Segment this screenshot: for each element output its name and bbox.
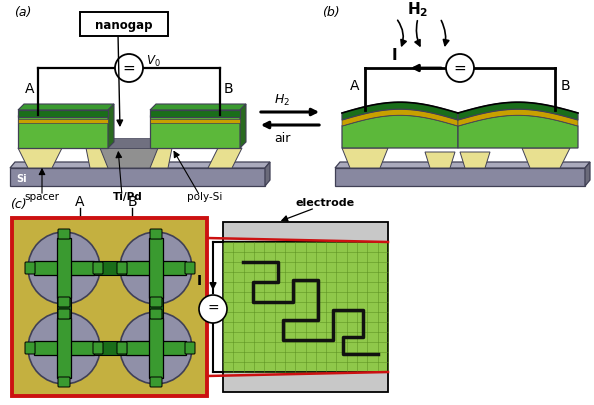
Polygon shape (335, 162, 590, 168)
Text: A: A (350, 79, 360, 93)
Circle shape (120, 232, 192, 304)
Text: Ti/Pd: Ti/Pd (113, 192, 143, 202)
FancyBboxPatch shape (80, 12, 168, 36)
Polygon shape (150, 115, 240, 148)
FancyBboxPatch shape (34, 341, 94, 355)
Polygon shape (208, 148, 242, 168)
Text: (b): (b) (322, 6, 340, 19)
Polygon shape (150, 110, 240, 117)
Text: A: A (26, 82, 35, 96)
Polygon shape (150, 104, 246, 110)
Circle shape (446, 54, 474, 82)
Polygon shape (240, 104, 246, 148)
Polygon shape (86, 148, 112, 168)
Polygon shape (458, 102, 578, 120)
FancyBboxPatch shape (126, 341, 186, 355)
Polygon shape (18, 104, 114, 110)
FancyBboxPatch shape (150, 229, 162, 239)
Polygon shape (18, 110, 108, 117)
FancyBboxPatch shape (93, 342, 103, 354)
Text: (a): (a) (14, 6, 31, 19)
FancyBboxPatch shape (58, 309, 70, 319)
Polygon shape (10, 168, 265, 186)
Polygon shape (460, 152, 490, 168)
Polygon shape (18, 148, 62, 168)
Text: (c): (c) (10, 198, 27, 211)
Text: electrode: electrode (295, 198, 355, 208)
Text: I: I (392, 48, 397, 63)
FancyBboxPatch shape (185, 262, 195, 274)
Text: I: I (197, 274, 201, 288)
FancyBboxPatch shape (150, 309, 162, 319)
Polygon shape (100, 148, 158, 168)
FancyBboxPatch shape (12, 218, 207, 396)
Text: air: air (274, 132, 290, 145)
Text: B: B (127, 195, 137, 209)
FancyBboxPatch shape (223, 242, 388, 372)
Text: $V_0$: $V_0$ (146, 53, 160, 68)
Polygon shape (146, 148, 172, 168)
Polygon shape (57, 268, 71, 348)
FancyBboxPatch shape (223, 372, 388, 392)
Circle shape (199, 295, 227, 323)
Text: B: B (560, 79, 570, 93)
FancyBboxPatch shape (149, 318, 163, 378)
Text: Si: Si (16, 174, 27, 184)
Text: poly-Si: poly-Si (187, 192, 223, 202)
Text: $\mathbf{H_2}$: $\mathbf{H_2}$ (407, 1, 429, 19)
Text: =: = (122, 60, 135, 75)
Circle shape (115, 54, 143, 82)
Polygon shape (458, 109, 578, 126)
Polygon shape (585, 162, 590, 186)
Polygon shape (18, 119, 108, 123)
FancyBboxPatch shape (25, 342, 35, 354)
FancyBboxPatch shape (58, 229, 70, 239)
Circle shape (120, 312, 192, 384)
Polygon shape (342, 109, 458, 126)
FancyBboxPatch shape (57, 238, 71, 298)
Circle shape (28, 232, 100, 304)
FancyBboxPatch shape (34, 261, 94, 275)
Text: spacer: spacer (24, 192, 59, 202)
FancyBboxPatch shape (117, 342, 127, 354)
Polygon shape (150, 119, 240, 123)
FancyBboxPatch shape (223, 222, 388, 242)
Polygon shape (458, 115, 578, 148)
FancyBboxPatch shape (150, 377, 162, 387)
FancyBboxPatch shape (25, 262, 35, 274)
Polygon shape (425, 152, 455, 168)
FancyBboxPatch shape (150, 297, 162, 307)
Polygon shape (149, 268, 163, 348)
Text: $H_2$: $H_2$ (274, 92, 290, 108)
Polygon shape (342, 115, 458, 148)
Text: =: = (207, 302, 219, 316)
Text: B: B (223, 82, 233, 96)
Polygon shape (108, 138, 150, 148)
FancyBboxPatch shape (117, 262, 127, 274)
Polygon shape (64, 341, 156, 355)
FancyBboxPatch shape (149, 238, 163, 298)
Polygon shape (342, 148, 388, 168)
Polygon shape (64, 261, 156, 275)
Polygon shape (10, 162, 270, 168)
FancyBboxPatch shape (57, 318, 71, 378)
Polygon shape (522, 148, 570, 168)
FancyBboxPatch shape (126, 261, 186, 275)
FancyBboxPatch shape (58, 297, 70, 307)
Polygon shape (265, 162, 270, 186)
FancyBboxPatch shape (58, 377, 70, 387)
FancyBboxPatch shape (93, 262, 103, 274)
Text: A: A (75, 195, 85, 209)
Polygon shape (335, 168, 585, 186)
Polygon shape (342, 102, 458, 120)
FancyBboxPatch shape (185, 342, 195, 354)
Circle shape (28, 312, 100, 384)
Text: nanogap: nanogap (95, 19, 153, 32)
Text: =: = (454, 60, 466, 75)
Polygon shape (108, 104, 114, 148)
Polygon shape (18, 115, 108, 148)
